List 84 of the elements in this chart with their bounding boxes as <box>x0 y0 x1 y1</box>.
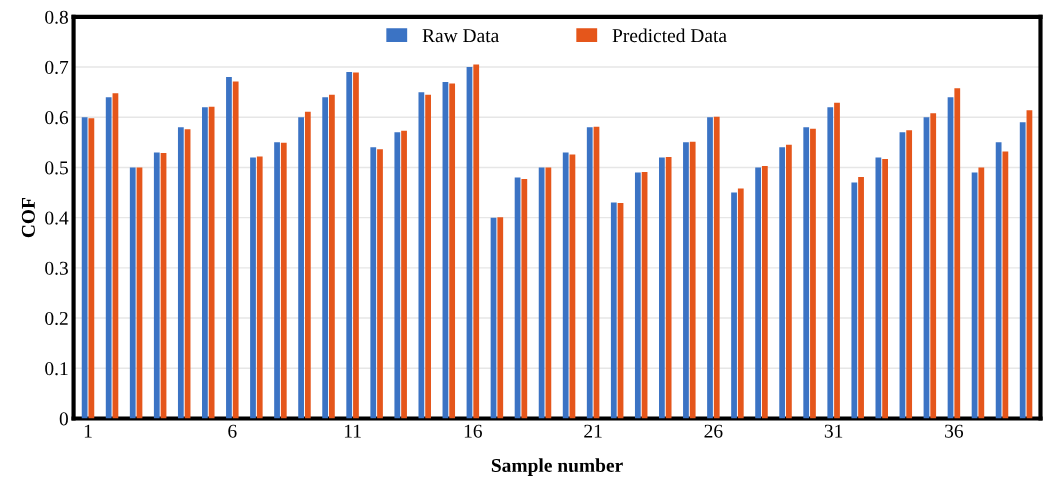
bar <box>803 127 810 419</box>
bar <box>834 102 840 419</box>
bar <box>930 113 937 419</box>
bar <box>689 141 696 419</box>
bar <box>346 72 353 419</box>
bar <box>761 165 768 419</box>
legend-label: Raw Data <box>422 29 499 43</box>
x-tick-label: 36 <box>945 424 964 438</box>
bar <box>731 192 737 419</box>
bar <box>779 147 786 419</box>
bar <box>521 179 528 419</box>
y-tick-label: 0.4 <box>45 211 69 225</box>
bar <box>298 117 304 419</box>
bar <box>88 118 95 419</box>
bar <box>329 94 335 419</box>
bar <box>882 158 888 419</box>
y-axis-title: COF <box>21 198 35 238</box>
bar <box>153 152 160 419</box>
bar <box>177 127 184 419</box>
x-tick-label: 16 <box>464 424 482 438</box>
legend-label: Predicted Data <box>612 28 727 43</box>
x-tick-label: 6 <box>228 424 237 438</box>
bar <box>256 156 263 419</box>
bar <box>232 81 239 419</box>
x-tick-label: 31 <box>824 424 843 438</box>
bar <box>208 106 215 419</box>
x-tick-label: 26 <box>704 424 723 438</box>
bar <box>1002 151 1009 419</box>
y-tick-label: 0.2 <box>45 311 68 326</box>
bar <box>377 149 383 419</box>
bar <box>425 94 431 419</box>
bar <box>1019 122 1026 419</box>
bar <box>827 107 834 419</box>
bar <box>449 83 456 419</box>
x-tick-label: 11 <box>344 424 361 438</box>
bar <box>497 217 504 419</box>
bar <box>538 167 545 419</box>
bar <box>858 176 864 419</box>
bar <box>995 142 1002 419</box>
bar <box>707 117 713 419</box>
bar <box>226 77 232 419</box>
bar <box>683 142 689 419</box>
bar <box>129 167 136 419</box>
bar <box>786 144 792 419</box>
bar <box>875 157 882 419</box>
bar <box>562 152 569 419</box>
bar <box>202 107 208 419</box>
bar <box>978 167 985 419</box>
y-tick-label: 0.3 <box>45 261 68 275</box>
bar <box>610 202 617 419</box>
bar <box>418 92 425 419</box>
bar <box>755 167 761 419</box>
bar <box>274 142 280 419</box>
y-tick-label: 0.1 <box>45 362 68 376</box>
y-tick-label: 0.7 <box>45 60 69 75</box>
bar <box>353 72 359 419</box>
x-axis-title: Sample number <box>491 458 623 476</box>
bar <box>81 117 88 419</box>
bar <box>280 142 287 419</box>
y-tick-label: 0.6 <box>45 111 69 125</box>
bar <box>810 128 816 419</box>
bar <box>659 157 665 419</box>
bar <box>545 167 552 419</box>
bar <box>906 130 913 419</box>
bar <box>250 157 256 419</box>
bar <box>634 172 641 419</box>
bar <box>713 116 720 419</box>
x-tick-label: 1 <box>84 424 92 438</box>
bar <box>665 156 672 419</box>
bar <box>954 88 961 419</box>
bar <box>737 188 744 419</box>
bar <box>586 127 593 419</box>
x-tick-label: 21 <box>584 424 602 438</box>
y-tick-label: 0.8 <box>45 10 68 24</box>
bar <box>473 64 480 419</box>
bar <box>105 97 112 419</box>
bar <box>394 132 401 419</box>
bar <box>322 97 329 419</box>
y-tick-label: 0.5 <box>45 161 68 175</box>
y-tick-label: 0 <box>59 412 68 426</box>
bar <box>370 147 377 419</box>
bar <box>304 111 311 419</box>
bar <box>851 182 858 419</box>
bar <box>401 130 407 419</box>
